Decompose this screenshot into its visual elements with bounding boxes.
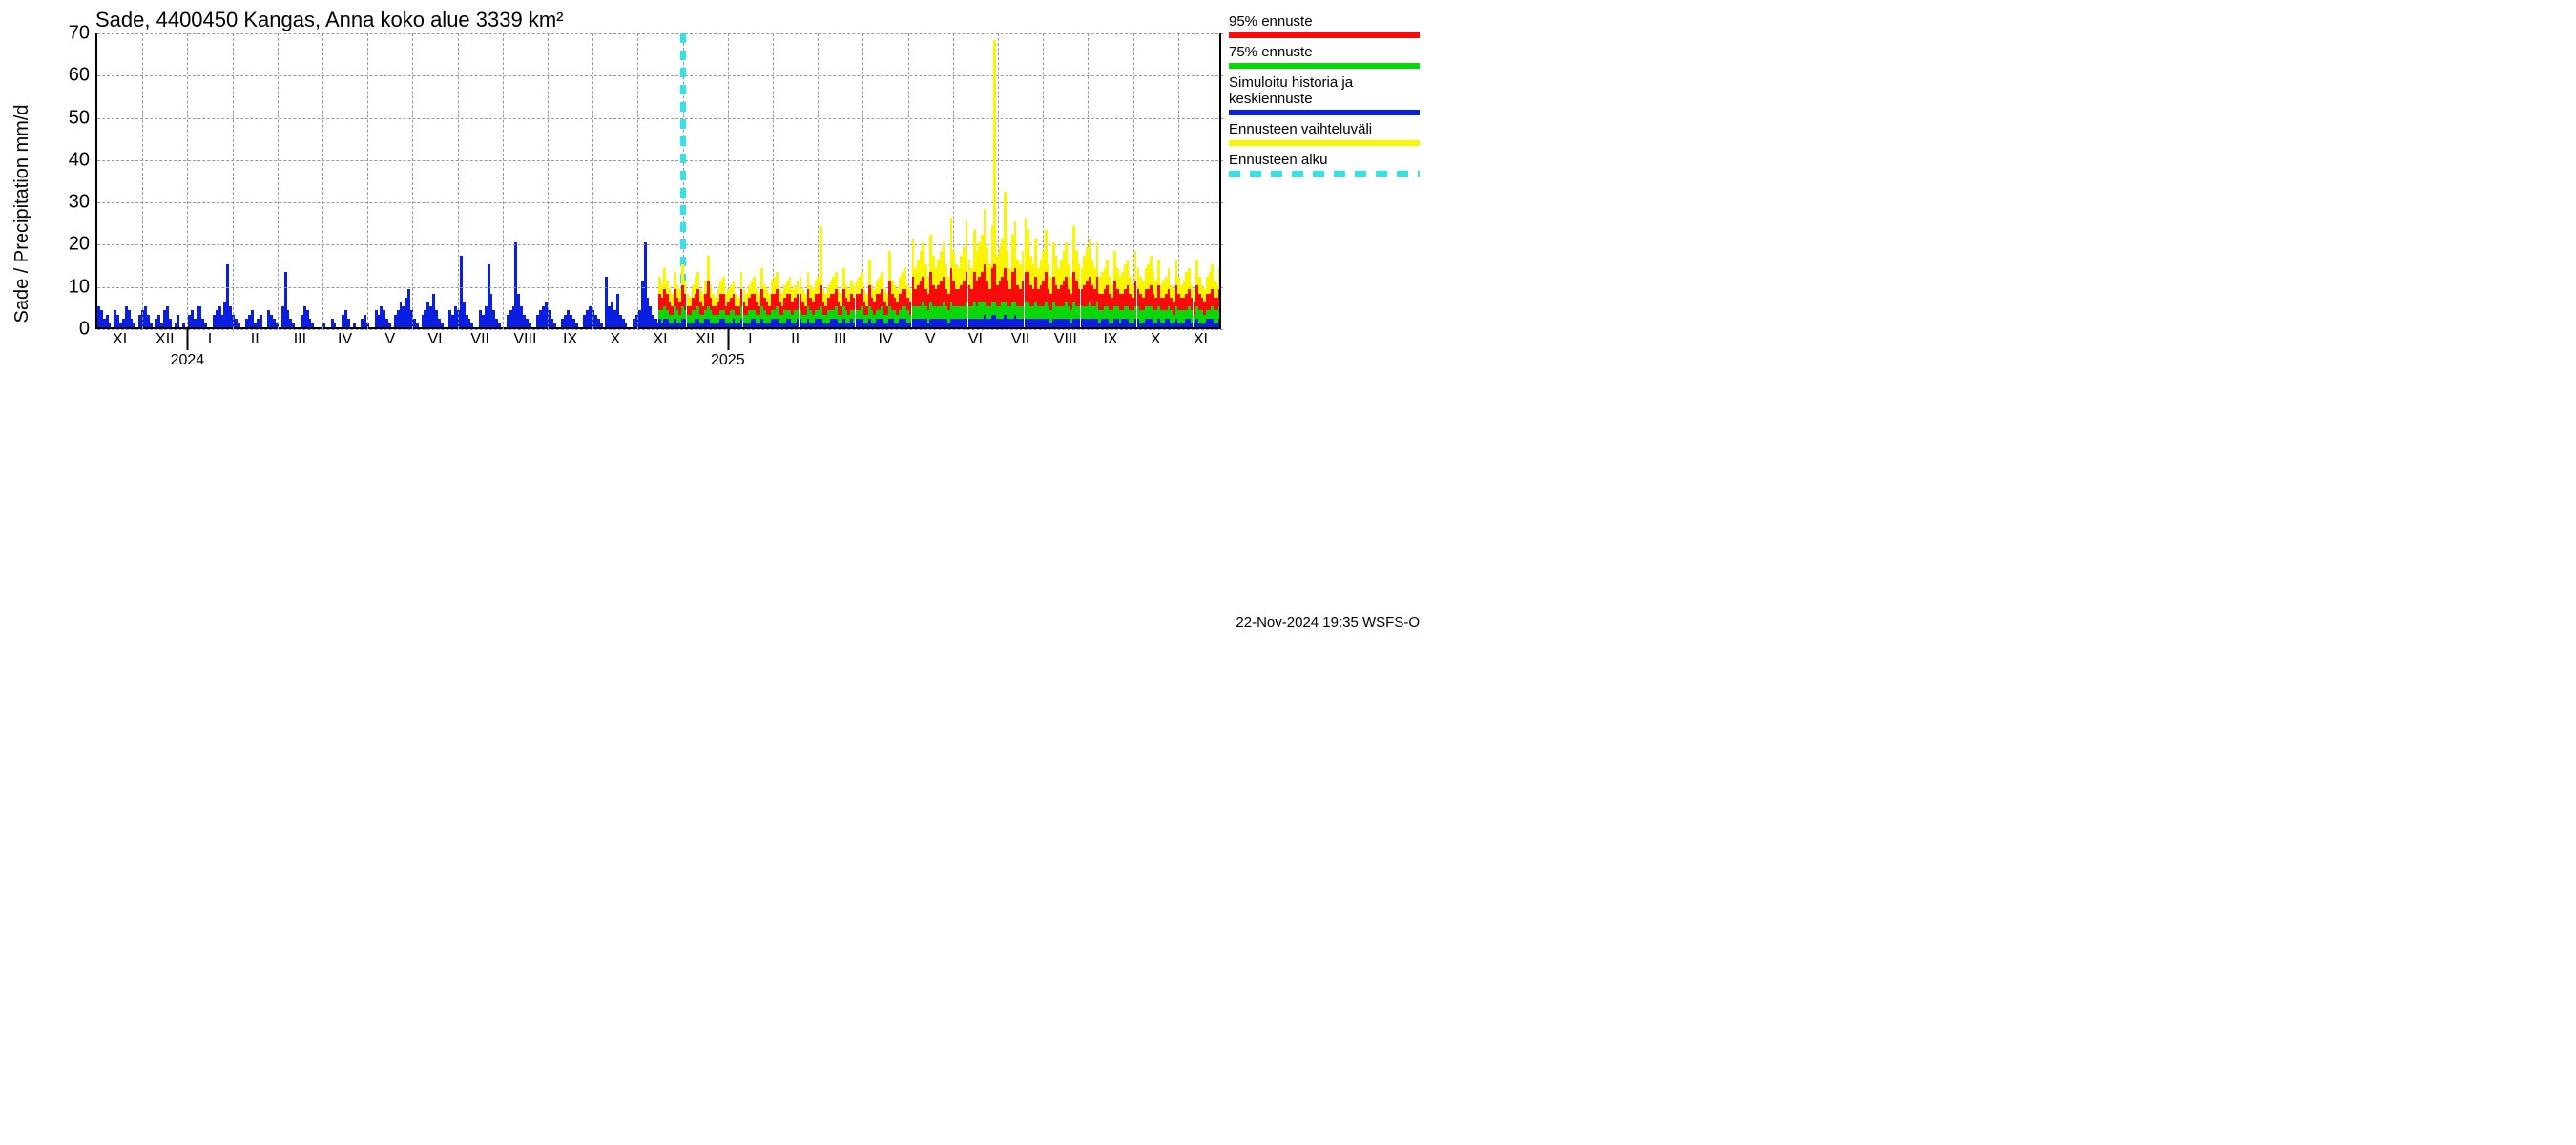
x-tick-label: IV [338,331,352,348]
legend-item: Simuloitu historia ja keskiennuste [1229,74,1420,115]
history-bar [625,323,628,327]
x-tick-label: XI [113,331,127,348]
chart-container: Sade, 4400450 Kangas, Anna koko alue 333… [0,0,1431,636]
y-axis-label: Sade / Precipitation mm/d [11,105,33,323]
y-tick-label: 60 [69,65,90,87]
history-bar [182,323,185,327]
x-tick-label: XI [1194,331,1208,348]
y-tick-label: 40 [69,149,90,171]
x-tick-label: IX [1103,331,1117,348]
history-bar [441,323,444,327]
year-label: 2024 [171,352,205,369]
legend-swatch [1229,171,1420,177]
forecast-bars [658,33,1219,327]
x-tick-label: X [610,331,620,348]
gridline-v [142,33,143,329]
history-bar [498,323,501,327]
x-tick-label: I [208,331,212,348]
history-bar [347,319,350,327]
y-tick-label: 20 [69,234,90,256]
history-bar [575,323,578,327]
legend-item: Ennusteen alku [1229,152,1420,177]
history-bar [150,323,153,327]
legend-label: Ennusteen vaihteluväli [1229,121,1420,137]
history-bar [238,323,240,327]
legend-label: 75% ennuste [1229,44,1420,60]
legend-item: Ennusteen vaihteluväli [1229,121,1420,146]
gridline-v [548,33,549,329]
legend-label: Ennusteen alku [1229,152,1420,168]
history-bar [529,323,531,327]
history-bar [204,323,207,327]
x-tick-label: VIII [513,331,536,348]
history-bar [334,323,337,327]
chart-title: Sade, 4400450 Kangas, Anna koko alue 333… [95,8,563,32]
history-bar [353,323,356,327]
history-bar [133,323,135,327]
gridline-v [458,33,459,329]
history-bar [109,323,112,327]
x-tick-label: XII [156,331,175,348]
x-tick-label: III [294,331,306,348]
legend: 95% ennuste 75% ennuste Simuloitu historia… [1229,13,1420,182]
history-bar [169,319,172,327]
x-tick-label: V [925,331,936,348]
gridline-v [412,33,413,329]
x-tick-label: II [791,331,800,348]
x-tick-label: VIII [1054,331,1077,348]
x-tick-label: XII [696,331,715,348]
gridline-v [592,33,593,329]
x-tick-label: VII [470,331,489,348]
y-tick-label: 10 [69,276,90,298]
legend-item: 75% ennuste [1229,44,1420,69]
year-label: 2025 [711,352,745,369]
gridline-v [637,33,638,329]
x-tick-label: I [748,331,752,348]
gridline-v [233,33,234,329]
plot-area-forecast [658,33,1221,329]
x-tick-label: XI [653,331,667,348]
y-tick-label: 50 [69,107,90,129]
gridline-v [503,33,504,329]
legend-swatch [1229,63,1420,69]
legend-label: 95% ennuste [1229,13,1420,30]
gridline-v [278,33,279,329]
plot-area-history: 010203040506070XIXIIIIIIIIIVVVIVIIVIIIIX… [95,33,658,329]
x-tick-label: III [834,331,846,348]
legend-label: Simuloitu historia ja keskiennuste [1229,74,1420,107]
gridline-v [322,33,323,329]
history-bars [97,33,658,327]
y-tick-label: 70 [69,23,90,45]
legend-swatch [1229,32,1420,38]
legend-swatch [1229,140,1420,146]
history-bar [311,323,314,327]
x-tick-label: IV [878,331,892,348]
legend-swatch [1229,110,1420,115]
forecast-mean-bar [1218,319,1219,327]
gridline-v [367,33,368,329]
history-bar [260,315,262,327]
y-tick-label: 30 [69,192,90,214]
year-mark [187,327,189,350]
x-tick-label: IX [563,331,577,348]
history-bar [553,323,556,327]
x-tick-label: II [251,331,260,348]
history-bar [416,323,419,327]
history-bar [292,323,295,327]
year-mark [727,327,729,350]
legend-item: 95% ennuste [1229,13,1420,38]
history-bar [388,323,391,327]
gridline-h [97,329,1223,330]
history-bar [600,323,603,327]
x-tick-label: VII [1011,331,1030,348]
x-tick-label: VI [968,331,983,348]
y-tick-label: 0 [79,319,90,341]
x-tick-label: V [384,331,395,348]
footer-timestamp: 22-Nov-2024 19:35 WSFS-O [1236,614,1420,631]
history-bar [177,315,179,327]
x-tick-label: VI [427,331,442,348]
history-bar [470,323,473,327]
x-tick-label: X [1151,331,1161,348]
gridline-v [187,33,188,329]
